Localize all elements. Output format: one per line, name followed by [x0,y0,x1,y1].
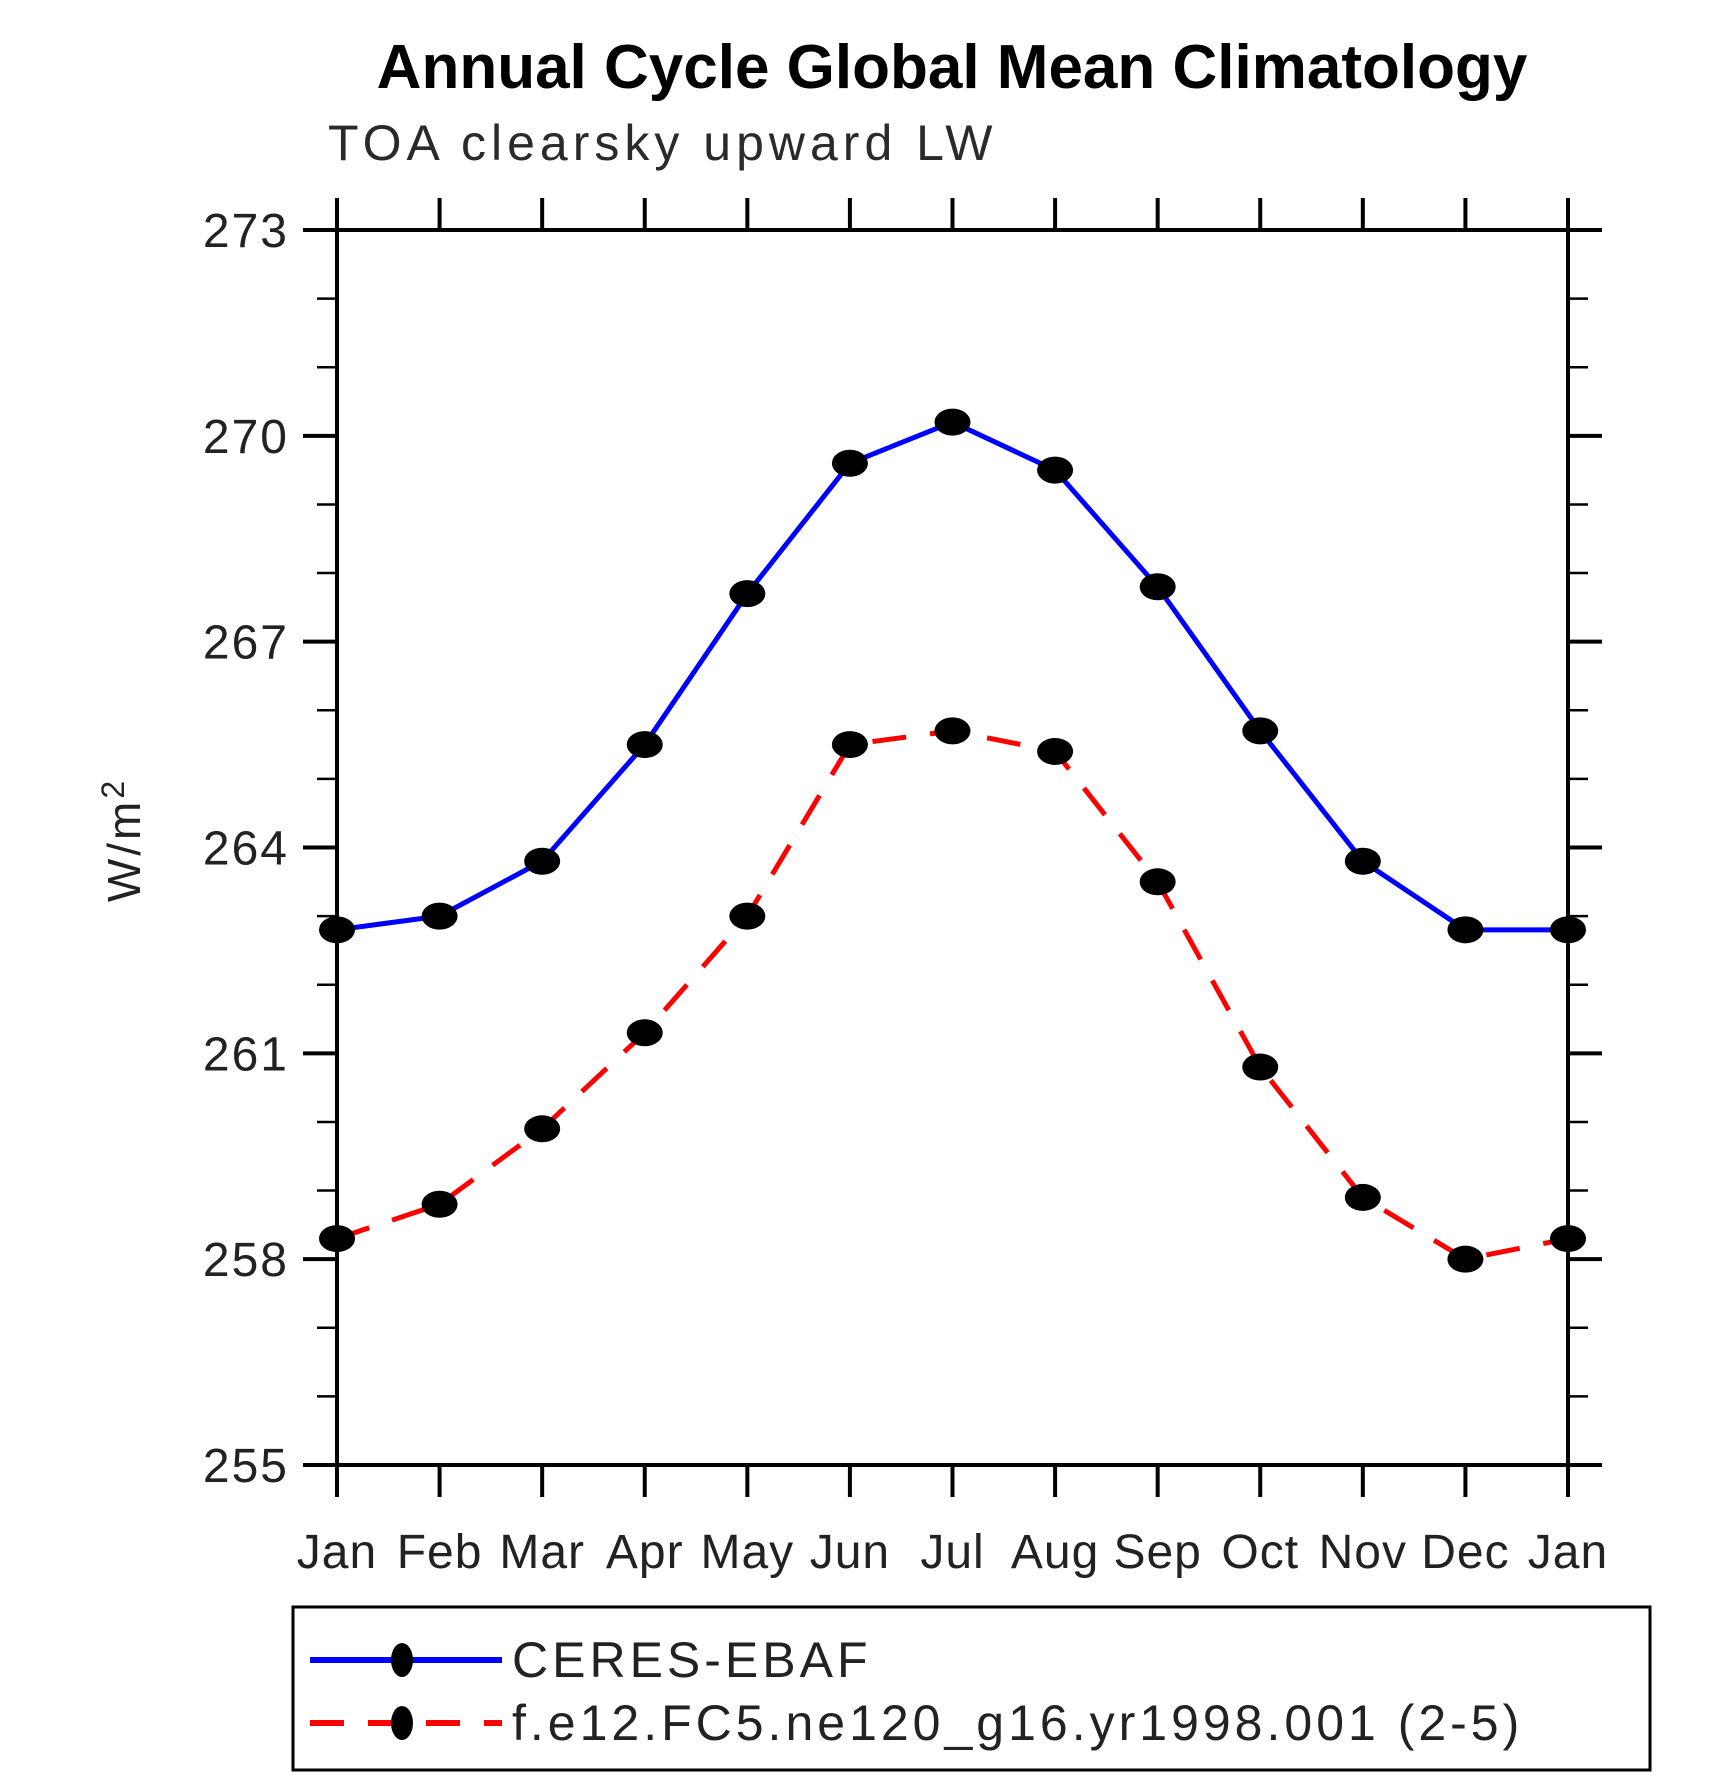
y-tick-label: 264 [203,823,289,876]
plot-border [335,228,1570,1467]
data-point-s1 [729,902,766,930]
data-point-s0 [934,408,971,436]
data-point-s0 [421,902,458,930]
chart-subtitle: TOA clearsky upward LW [328,115,997,171]
data-point-s1 [1037,737,1074,765]
y-tick-label: 273 [203,205,289,258]
month-label: Jan [1528,1526,1608,1579]
month-label: Jul [920,1526,984,1579]
y-tick-label: 267 [203,617,289,670]
data-point-s0 [1037,456,1074,484]
data-point-s0 [1344,847,1381,875]
month-label: Sep [1113,1526,1201,1579]
legend-box [291,1605,1652,1772]
data-point-s0 [626,731,663,759]
month-label: Feb [397,1526,483,1579]
chart-title: Annual Cycle Global Mean Climatology [377,33,1528,102]
data-point-s0 [1447,916,1484,944]
y-tick-label: 270 [203,411,289,464]
data-point-s0 [1139,573,1176,601]
data-point-s0 [1242,717,1279,745]
month-label: Aug [1011,1526,1099,1579]
data-point-s0 [319,916,355,944]
legend-label-ceres: CERES-EBAF [512,1632,872,1688]
month-label: Nov [1319,1526,1407,1579]
legend-marker-dot [391,1643,413,1677]
data-point-s1 [626,1019,663,1047]
legend: CERES-EBAF f.e12.FC5.ne120_g16.yr1998.00… [291,1605,1652,1772]
legend-label-model: f.e12.FC5.ne120_g16.yr1998.001 (2-5) [512,1695,1523,1751]
series-line-0 [336,419,1568,933]
data-point-s0 [729,580,766,608]
data-point-s1 [1550,1225,1586,1253]
plot-area: 255 258 261 264 267 270 273 Jan Feb Mar Apr May Jun J… [203,198,1608,1579]
data-point-s1 [421,1190,458,1218]
data-point-s0 [1550,916,1586,944]
series-line-1 [336,728,1569,1262]
month-label: May [700,1526,794,1579]
month-label: Jun [810,1526,890,1579]
data-point-s1 [831,731,868,759]
month-label: Oct [1221,1526,1299,1579]
month-label: Jan [297,1526,377,1579]
legend-marker-dot [391,1706,413,1740]
month-label: Dec [1421,1526,1509,1579]
month-label: Apr [606,1526,684,1579]
data-point-s0 [831,449,868,477]
data-point-s0 [524,847,561,875]
data-point-s1 [1447,1245,1484,1273]
data-point-s1 [1242,1053,1279,1081]
y-tick-label: 258 [203,1234,289,1287]
y-axis-label: W/m2 [95,778,150,902]
data-point-s1 [934,717,971,745]
legend-entry-model: f.e12.FC5.ne120_g16.yr1998.001 (2-5) [310,1695,1523,1751]
data-point-s1 [1344,1183,1381,1211]
data-point-s1 [524,1115,561,1143]
y-tick-label: 255 [203,1440,289,1493]
legend-entry-ceres: CERES-EBAF [310,1632,872,1688]
month-label: Mar [499,1526,585,1579]
y-tick-label: 261 [203,1028,289,1081]
data-point-s1 [1139,868,1176,896]
data-point-s1 [319,1225,355,1253]
